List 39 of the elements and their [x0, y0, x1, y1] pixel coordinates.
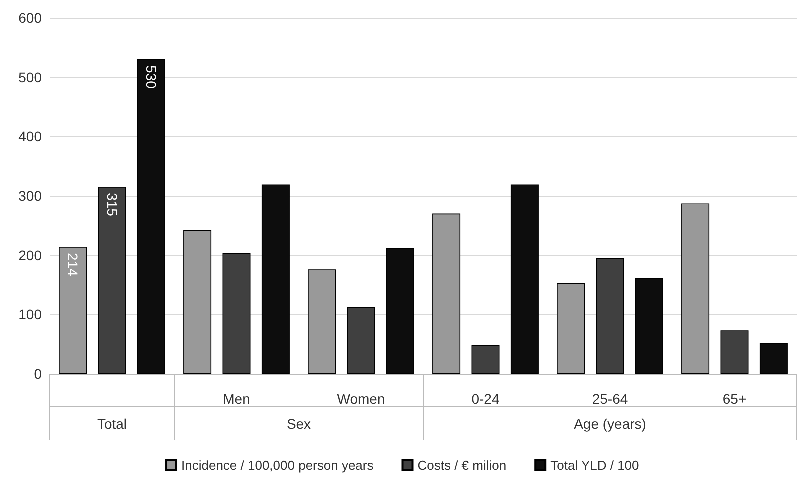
x-tick-label: 65+ [722, 391, 747, 407]
bar [596, 258, 624, 374]
bar [557, 283, 586, 374]
bar [510, 184, 539, 374]
bar [386, 248, 414, 374]
y-tick-label: 0 [34, 366, 42, 382]
bar [262, 184, 290, 374]
y-tick-label: 500 [18, 69, 42, 86]
bar [59, 247, 88, 374]
y-tick-label: 200 [18, 247, 42, 264]
data-label: 315 [104, 193, 120, 217]
bar [720, 330, 749, 374]
bar [308, 270, 336, 374]
bar [635, 278, 664, 374]
legend-label: Costs / € milion [418, 458, 507, 473]
text: Total [97, 416, 128, 432]
bar [347, 308, 376, 374]
bar [760, 343, 788, 374]
data-label: 214 [65, 253, 82, 277]
x-tick-label: 0-24 [472, 391, 500, 407]
x-tick-label: 25-64 [592, 391, 628, 407]
bar [137, 60, 166, 374]
text: Age (years) [574, 416, 646, 432]
y-tick-label: 600 [18, 10, 42, 26]
bar [472, 346, 500, 374]
y-tick-label: 400 [18, 128, 42, 145]
data-label: 530 [143, 66, 160, 90]
bar [682, 204, 710, 374]
bar [222, 254, 251, 374]
text: Sex [286, 416, 312, 432]
legend-label: Incidence / 100,000 person years [182, 458, 374, 473]
x-tick-label: Men [223, 391, 250, 407]
y-tick-label: 300 [18, 188, 42, 204]
x-tick-label: Women [337, 391, 386, 407]
legend-label: Total YLD / 100 [550, 458, 640, 473]
bar [98, 187, 126, 374]
y-tick-label: 100 [18, 306, 42, 323]
bar [432, 214, 461, 374]
bar [184, 230, 212, 374]
